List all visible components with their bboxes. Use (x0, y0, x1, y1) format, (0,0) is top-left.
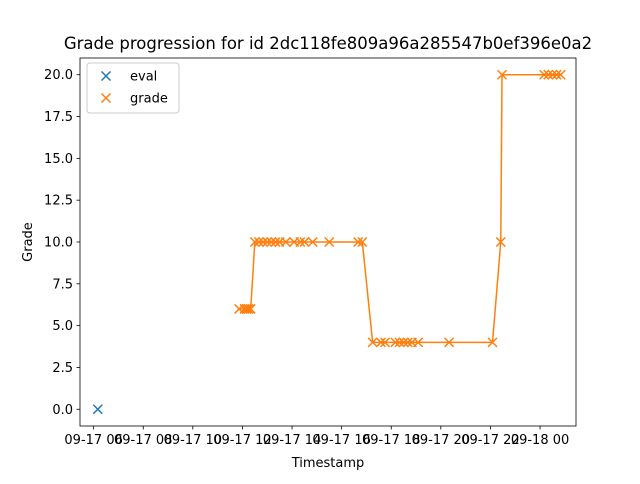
y-tick-label: 0.0 (52, 403, 73, 418)
data-point-grade (380, 337, 391, 348)
x-tick-label: 09-17 06 (64, 433, 122, 448)
data-point-grade (367, 337, 378, 348)
y-axis-label: Grade (21, 222, 36, 262)
x-tick-label: 09-17 08 (114, 433, 172, 448)
y-tick-label: 20.0 (44, 68, 73, 83)
y-tick-label: 15.0 (44, 152, 73, 167)
legend: eval grade (86, 62, 180, 114)
data-point-grade (258, 236, 269, 248)
x-tick-label: 09-17 10 (164, 433, 222, 448)
x-tick-label: 09-17 12 (213, 433, 271, 448)
legend-marker (100, 92, 112, 104)
legend-box (86, 62, 180, 114)
data-point-grade (543, 69, 554, 80)
plot-area (92, 69, 566, 415)
data-point-grade (270, 236, 281, 248)
data-point-grade (495, 236, 506, 248)
data-point-grade (243, 303, 254, 314)
y-tick-label: 2.5 (52, 361, 73, 376)
data-point-grade (547, 69, 558, 80)
chart-title: Grade progression for id 2dc118fe809a96a… (64, 34, 592, 53)
data-point-grade (496, 69, 508, 80)
legend-marker (100, 70, 112, 82)
data-point-grade (398, 337, 409, 348)
data-point-grade (266, 236, 277, 248)
legend-label: eval (130, 70, 157, 85)
data-point-grade (249, 236, 260, 248)
data-point-grade (353, 236, 364, 248)
data-point-grade (295, 236, 306, 248)
data-point-grade (444, 337, 455, 348)
y-tick-label: 7.5 (52, 277, 73, 292)
x-tick-label: 09-18 00 (511, 433, 569, 448)
data-point-grade (324, 236, 335, 248)
axes: 0.0 2.5 5.0 7.5 10.0 12.5 15.0 17.5 20.0 09-17 06… (44, 57, 577, 448)
x-axis-label: Timestamp (291, 456, 365, 471)
data-point-grade (299, 236, 310, 248)
data-point-grade (241, 303, 252, 314)
y-tick-label: 5.0 (52, 319, 73, 334)
data-point-grade (280, 236, 291, 248)
x-tick-label: 09-17 22 (461, 433, 519, 448)
x-tick-label: 09-17 20 (412, 433, 470, 448)
y-tick-label: 17.5 (44, 110, 73, 125)
data-point-grade (375, 337, 386, 348)
data-point-grade (539, 69, 550, 80)
data-point-grade (555, 69, 566, 80)
data-point-grade (551, 69, 562, 80)
data-point-grade (413, 337, 424, 348)
data-point-grade (307, 236, 318, 248)
x-tick-label: 09-17 18 (362, 433, 420, 448)
data-point-grade (394, 337, 405, 348)
data-point-grade (262, 236, 273, 248)
data-point-grade (487, 337, 498, 348)
x-tick-label: 09-17 16 (312, 433, 370, 448)
legend-label: grade (130, 92, 168, 107)
data-point-eval (92, 404, 103, 415)
data-point-grade (253, 236, 265, 248)
data-point-grade (402, 337, 413, 348)
y-tick-label: 10.0 (44, 236, 73, 251)
data-point-grade (245, 303, 256, 314)
data-point-grade (390, 337, 401, 348)
y-tick-label: 12.5 (44, 194, 73, 209)
x-tick-label: 09-17 14 (263, 433, 321, 448)
data-point-grade (357, 236, 368, 248)
